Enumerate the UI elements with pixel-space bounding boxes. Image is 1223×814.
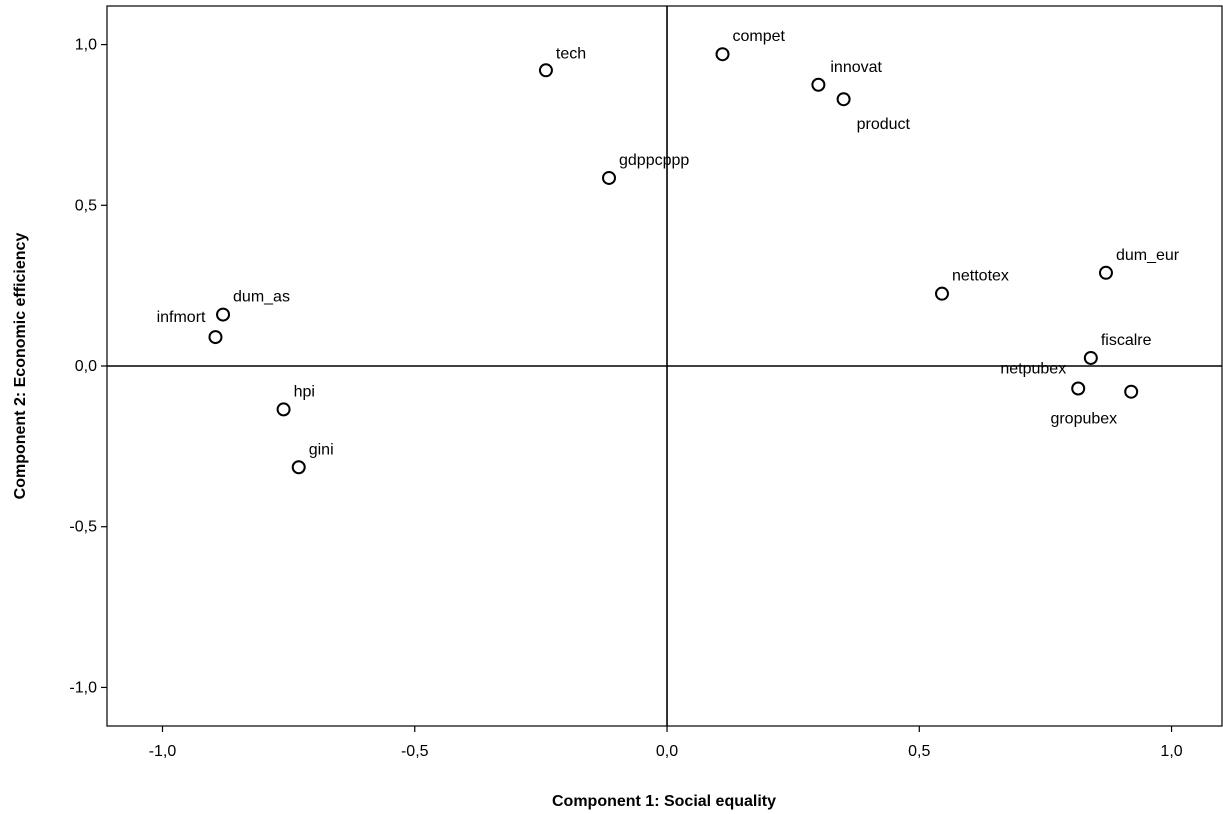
- data-point-label: infmort: [157, 309, 206, 326]
- data-point-marker: [538, 63, 553, 78]
- data-point-label: innovat: [830, 59, 882, 76]
- data-point-label: dum_eur: [1116, 247, 1180, 264]
- y-axis-ticks: -1,0 -0,5 0,0 0,5 1,0: [69, 37, 107, 696]
- x-axis-title: Component 1: Social equality: [552, 793, 776, 810]
- data-point-label: dum_as: [233, 289, 290, 306]
- data-point-marker: [216, 307, 231, 322]
- data-point-label: product: [857, 116, 911, 133]
- x-tick-label: -0,5: [401, 743, 429, 760]
- data-point-marker: [836, 92, 851, 107]
- reference-lines: [107, 6, 1222, 726]
- data-point-marker: [811, 77, 826, 92]
- data-point-label: fiscalre: [1101, 332, 1152, 349]
- data-point-marker: [1098, 265, 1113, 280]
- data-point-label: compet: [733, 28, 786, 45]
- y-tick-label: -1,0: [69, 679, 97, 696]
- data-point-label: hpi: [294, 383, 315, 400]
- data-point-label: gropubex: [1050, 411, 1117, 428]
- data-point-marker: [1071, 381, 1086, 396]
- x-tick-label: 0,0: [656, 743, 678, 760]
- data-point-marker: [276, 402, 291, 417]
- data-point-marker: [715, 47, 730, 62]
- data-point-marker: [602, 170, 617, 185]
- y-tick-label: -0,5: [69, 519, 97, 536]
- data-points: tech compet innovat product gdppcppp dum_eurn…: [157, 28, 1180, 475]
- data-point-marker: [208, 330, 223, 345]
- data-point-marker: [291, 460, 306, 475]
- y-tick-label: 0,5: [75, 197, 97, 214]
- x-axis-ticks: -1,0 -0,5 0,0 0,5 1,0: [149, 726, 1183, 760]
- data-point-label: gini: [309, 441, 334, 458]
- data-point-label: tech: [556, 45, 586, 62]
- x-tick-label: 1,0: [1160, 743, 1182, 760]
- data-point-marker: [1083, 350, 1098, 365]
- data-point-label: gdppcppp: [619, 152, 689, 169]
- x-tick-label: 0,5: [908, 743, 930, 760]
- data-point-label: netpubex: [1000, 361, 1066, 378]
- data-point-marker: [934, 286, 949, 301]
- y-axis-title: Component 2: Economic efficiency: [12, 233, 29, 500]
- y-tick-label: 0,0: [75, 358, 97, 375]
- data-point-label: nettotex: [952, 268, 1009, 285]
- y-tick-label: 1,0: [75, 37, 97, 54]
- x-tick-label: -1,0: [149, 743, 177, 760]
- data-point-marker: [1124, 384, 1139, 399]
